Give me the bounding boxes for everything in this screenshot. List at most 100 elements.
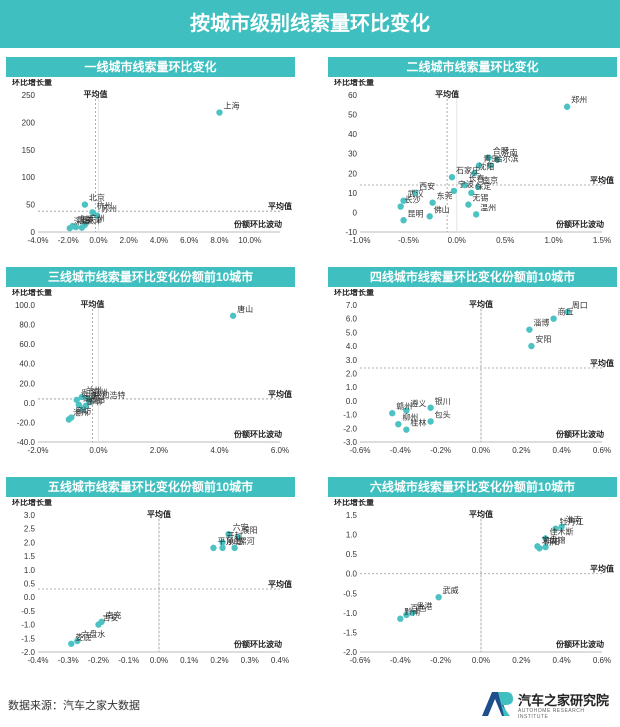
data-label: 呼和浩特 [93,390,125,400]
chart-panel-tier2: 二线城市线索量环比变化 -10 0 10 20 30 40 50 60 -1.0% -0.5% 0.… [328,57,617,251]
scatter-chart: -40.0 -20.0 0.0 20.0 40.0 60.0 80.0 100.0 -2.0% 0… [12,289,292,455]
data-point [426,213,433,220]
data-point [216,109,223,116]
data-point [536,545,543,552]
logo-name: 汽车之家研究院 [518,693,610,708]
data-point [528,342,535,350]
data-point [81,201,89,208]
y-tick-label: 40 [348,130,357,139]
y-tick-label: 250 [22,91,36,100]
y-tick-label: 0 [31,228,36,237]
data-label: 天津 [86,216,102,226]
y-tick-label: 100 [22,173,36,182]
y-tick-label: -2.0 [343,424,357,433]
data-label: 沈阳 [478,161,494,171]
data-label: 黔南 [404,607,420,617]
x-tick-label: 6.0% [180,236,198,245]
y-tick-label: 1.0 [346,531,358,540]
data-label: 平顶山 [217,536,241,546]
x-tick-label: -0.2% [430,656,451,665]
data-point [542,535,549,542]
data-label: 朝阳 [543,537,559,546]
data-point [68,414,75,421]
x-tick-label: 4.0% [150,236,168,245]
y-tick-label: 0.0 [24,399,36,408]
y-axis-title: 环比增长量 [12,499,52,507]
chart-title: 三线城市线索量环比变化份额前10城市 [6,267,295,287]
data-point [234,533,241,541]
x-tick-label: 0.4% [271,656,289,665]
scatter-chart: -10 0 10 20 30 40 50 60 -1.0% -0.5% 0.0% 0.5% 1.0% 1.… [334,79,614,245]
chart-title: 二线城市线索量环比变化 [328,57,617,77]
data-point [471,170,478,177]
data-point [485,154,492,161]
data-label: 牡丹江 [560,517,584,527]
y-tick-label: 0.0 [346,397,358,406]
y-tick-label: 4.0 [346,342,358,351]
y-tick-label: 60.0 [19,340,35,349]
data-label: 济南 [501,148,517,158]
data-label: 宁波 [458,179,474,189]
average-x-label: 平均值 [80,299,104,309]
data-point [225,530,232,538]
x-tick-label: -0.4% [28,656,49,665]
average-y-label: 平均值 [590,358,614,368]
page-title: 按城市级别线索量环比变化 [0,0,620,48]
data-point [79,405,86,412]
data-label: 昆明 [408,209,424,218]
data-point [472,211,480,218]
x-tick-label: 0.0% [448,236,466,245]
data-point [397,615,404,622]
x-axis-title: 份额环比波动 [556,429,604,439]
data-point [435,594,442,601]
x-tick-label: 0.2% [512,446,530,455]
chart-panel-tier4: 四线城市线索量环比变化份额前10城市 -3.0 -2.0 -1.0 0.0 1.0 2.0… [328,267,617,461]
data-point [487,162,494,169]
chart-title: 六线城市线索量环比变化份额前10城市 [328,477,617,497]
x-tick-label: 1.5% [593,236,611,245]
average-y-label: 平均值 [268,389,292,399]
x-tick-label: 0.0% [472,446,490,455]
y-tick-label: 20.0 [19,379,35,388]
x-tick-label: -4.0% [28,236,49,245]
data-label: 淄博 [533,318,549,328]
y-tick-label: 200 [22,118,36,127]
x-tick-label: -0.5% [398,236,419,245]
y-tick-label: -20.0 [17,418,36,427]
data-label: 沧州 [73,407,89,417]
y-tick-label: 20 [348,169,357,178]
data-label: 无锡 [472,194,488,203]
y-tick-label: -1.0 [343,411,357,420]
data-point [78,393,86,401]
y-tick-label: 60 [348,91,357,100]
x-tick-label: 1.0% [544,236,562,245]
data-label: 佛山 [434,204,450,214]
data-label: 温州 [480,203,496,212]
average-x-label: 平均值 [83,89,107,99]
data-point [475,162,483,169]
data-label: 六安 [233,522,249,532]
y-axis-title: 环比增长量 [334,289,374,297]
data-label: 廊坊 [75,406,91,416]
x-tick-label: 0.5% [496,236,514,245]
data-point [448,174,456,181]
data-label: 南充 [106,610,122,620]
data-point [403,407,410,414]
chart-title: 四线城市线索量环比变化份额前10城市 [328,267,617,287]
data-point [397,203,404,210]
data-label: 桂林 [410,418,426,428]
y-tick-label: 7.0 [346,301,358,310]
data-label: 娄底 [75,632,91,642]
x-tick-label: -0.2% [88,656,109,665]
data-point [474,183,482,191]
data-label: 商丘 [558,307,574,317]
data-point [542,543,549,551]
y-axis-title: 环比增长量 [12,79,52,87]
data-label: 周口 [572,301,588,310]
data-label: 唐山 [237,304,253,314]
data-point [78,224,86,231]
x-tick-label: -1.0% [350,236,371,245]
data-point [219,539,226,546]
data-point [93,212,101,219]
x-tick-label: 0.4% [553,446,571,455]
